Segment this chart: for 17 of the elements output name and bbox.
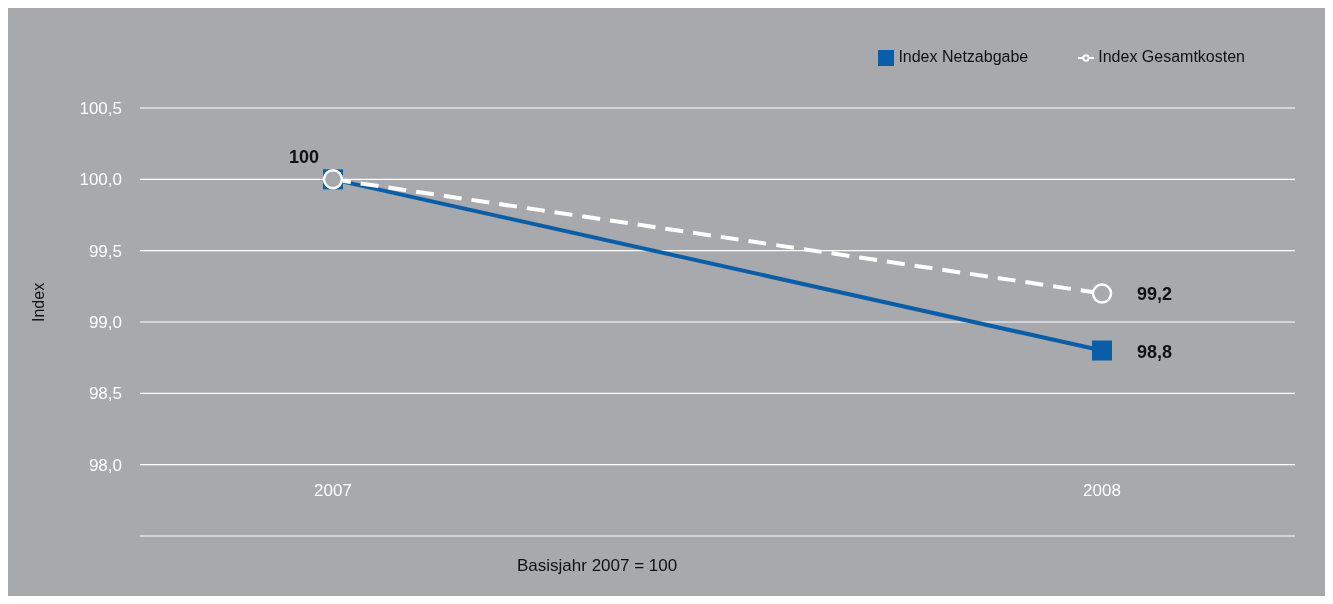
y-tick-label: 100,0 [79, 170, 122, 190]
legend-label: Index Gesamtkosten [1098, 48, 1245, 65]
y-tick-label: 99,0 [88, 313, 122, 333]
y-tick-label: 100,5 [79, 99, 122, 119]
point [1092, 340, 1112, 361]
data-label: 100 [288, 147, 319, 168]
y-tick-label: 98,5 [88, 384, 122, 404]
data-label: 98,8 [1137, 341, 1173, 362]
legend-label: Index Netzabgabe [898, 48, 1029, 65]
x-tick-label: 2008 [1083, 481, 1121, 501]
y-tick-label: 98,0 [88, 455, 122, 475]
data-label: 99,2 [1137, 284, 1173, 305]
point [1091, 283, 1113, 304]
y-axis-title: Index [29, 282, 47, 322]
x-tick-label: 2007 [314, 481, 352, 501]
text: Basisjahr 2007 = 100 [517, 556, 678, 576]
y-tick-label: 99,5 [88, 241, 122, 261]
